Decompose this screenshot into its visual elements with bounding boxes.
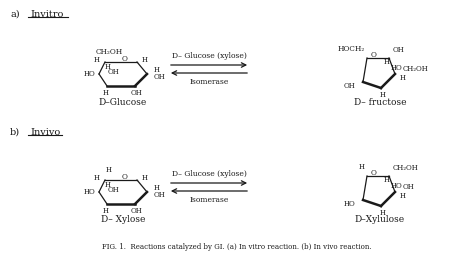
Text: Invivo: Invivo — [30, 128, 60, 137]
Text: HO: HO — [83, 70, 95, 78]
Text: H: H — [103, 207, 109, 215]
Text: OH: OH — [131, 89, 143, 97]
Text: Isomerase: Isomerase — [189, 78, 228, 86]
Text: OH: OH — [108, 68, 120, 76]
Text: H: H — [142, 56, 148, 64]
Text: H: H — [105, 181, 111, 189]
Text: D– fructose: D– fructose — [354, 97, 406, 106]
Text: O: O — [122, 173, 128, 181]
Text: D– Glucose (xylose): D– Glucose (xylose) — [172, 170, 246, 178]
Text: H: H — [384, 176, 390, 184]
Text: O: O — [371, 169, 377, 177]
Text: H: H — [400, 192, 406, 200]
Text: H: H — [380, 91, 386, 99]
Text: D– Glucose (xylose): D– Glucose (xylose) — [172, 52, 246, 60]
Text: H: H — [359, 163, 365, 171]
Text: D–Glucose: D–Glucose — [99, 97, 147, 106]
Text: FIG. 1.  Reactions catalyzed by GI. (a) In vitro reaction. (b) In vivo reaction.: FIG. 1. Reactions catalyzed by GI. (a) I… — [102, 243, 372, 251]
Text: H: H — [384, 58, 390, 66]
Text: O: O — [371, 51, 377, 59]
Text: D–Xylulose: D–Xylulose — [355, 215, 405, 225]
Text: H: H — [106, 166, 112, 174]
Text: OH: OH — [131, 207, 143, 215]
Text: HOCH₂: HOCH₂ — [338, 45, 365, 53]
Text: HO: HO — [343, 200, 355, 208]
Text: H: H — [94, 56, 100, 64]
Text: OH: OH — [154, 191, 166, 199]
Text: H: H — [103, 89, 109, 97]
Text: CH₂OH: CH₂OH — [403, 65, 429, 73]
Text: a): a) — [10, 10, 19, 19]
Text: Isomerase: Isomerase — [189, 196, 228, 204]
Text: Invitro: Invitro — [30, 10, 64, 19]
Text: O: O — [122, 55, 128, 63]
Text: b): b) — [10, 128, 20, 137]
Text: OH: OH — [108, 186, 120, 194]
Text: OH: OH — [154, 73, 166, 81]
Text: H: H — [105, 63, 111, 71]
Text: OH: OH — [403, 183, 415, 191]
Text: HO: HO — [391, 64, 403, 72]
Text: H: H — [94, 174, 100, 182]
Text: D– Xylose: D– Xylose — [101, 215, 145, 225]
Text: CH₂OH: CH₂OH — [393, 164, 419, 172]
Text: H: H — [142, 174, 148, 182]
Text: H: H — [380, 209, 386, 217]
Text: HO: HO — [391, 182, 403, 190]
Text: HO: HO — [83, 188, 95, 196]
Text: H: H — [154, 66, 160, 74]
Text: H: H — [154, 184, 160, 192]
Text: OH: OH — [393, 46, 405, 54]
Text: OH: OH — [343, 82, 355, 90]
Text: CH₂OH: CH₂OH — [95, 48, 123, 56]
Text: H: H — [400, 74, 406, 82]
